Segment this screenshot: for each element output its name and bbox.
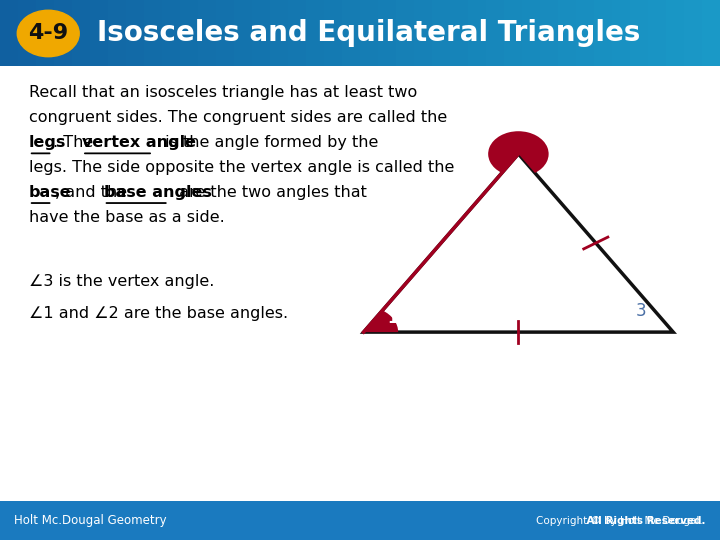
Text: Copyright © by Holt Mc Dougal.: Copyright © by Holt Mc Dougal. [536,516,706,525]
Text: Isosceles and Equilateral Triangles: Isosceles and Equilateral Triangles [97,19,641,48]
Bar [72,0,91,66]
Wedge shape [488,131,549,173]
Text: have the base as a side.: have the base as a side. [29,210,225,225]
Bar [414,0,433,66]
Text: Recall that an isosceles triangle has at least two: Recall that an isosceles triangle has at… [29,85,417,100]
Bar [306,0,325,66]
Bar [18,0,37,66]
Bar [90,0,109,66]
Bar [288,0,307,66]
Text: 4-9: 4-9 [28,23,68,44]
Bar [54,0,73,66]
Bar [342,0,361,66]
Text: , and the: , and the [55,185,132,200]
Bar [234,0,253,66]
Bar [450,0,469,66]
Bar [360,0,379,66]
Text: Holt Mc.Dougal Geometry: Holt Mc.Dougal Geometry [14,514,167,527]
Text: base angles: base angles [104,185,212,200]
Bar [180,0,199,66]
Bar [378,0,397,66]
Text: 1: 1 [387,310,397,326]
Bar [540,0,559,66]
Bar [270,0,289,66]
Bar [0,0,19,66]
Text: vertex angle: vertex angle [82,135,196,150]
Text: is the angle formed by the: is the angle formed by the [160,135,378,150]
Bar [702,0,720,66]
Bar [612,0,631,66]
Circle shape [17,10,79,57]
Bar [684,0,703,66]
Bar [522,0,541,66]
Bar [126,0,145,66]
Text: base: base [29,185,71,200]
Text: . The: . The [53,135,99,150]
Text: are the two angles that: are the two angles that [174,185,366,200]
Bar [396,0,415,66]
Bar [216,0,235,66]
Text: legs. The side opposite the vertex angle is called the: legs. The side opposite the vertex angle… [29,160,454,175]
Bar [576,0,595,66]
Bar [630,0,649,66]
Text: legs: legs [29,135,66,150]
Bar [594,0,613,66]
Bar [144,0,163,66]
Bar [198,0,217,66]
Wedge shape [364,310,398,332]
Bar [486,0,505,66]
Text: All Rights Reserved.: All Rights Reserved. [456,516,706,525]
Bar [324,0,343,66]
Text: 2: 2 [516,164,526,179]
Bar [468,0,487,66]
Bar [504,0,523,66]
Bar [558,0,577,66]
Bar [108,0,127,66]
Text: ∠1 and ∠2 are the base angles.: ∠1 and ∠2 are the base angles. [29,306,288,321]
Bar [666,0,685,66]
Text: congruent sides. The congruent sides are called the: congruent sides. The congruent sides are… [29,110,447,125]
Text: ∠3 is the vertex angle.: ∠3 is the vertex angle. [29,274,214,289]
Bar [36,0,55,66]
Bar [162,0,181,66]
Bar [0,501,720,540]
Bar [432,0,451,66]
Text: 3: 3 [636,301,646,320]
Bar [648,0,667,66]
Bar [252,0,271,66]
